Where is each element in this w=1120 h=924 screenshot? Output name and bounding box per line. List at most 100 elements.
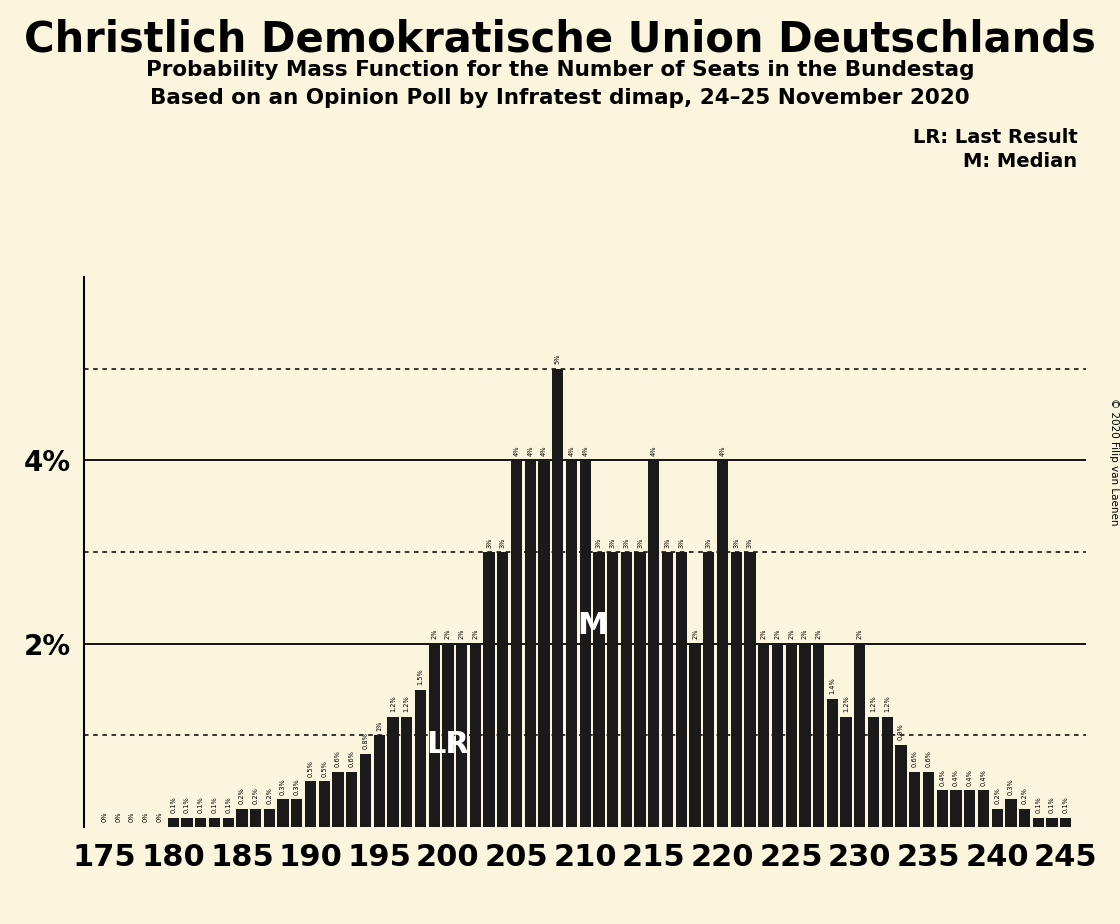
Bar [785, 644, 796, 827]
Text: 0.2%: 0.2% [239, 787, 245, 804]
Bar [978, 790, 989, 827]
Bar [566, 460, 577, 827]
Text: 0.5%: 0.5% [308, 760, 314, 776]
Text: 0.2%: 0.2% [1021, 787, 1028, 804]
Text: LR: Last Result: LR: Last Result [913, 128, 1077, 147]
Text: 2%: 2% [857, 628, 862, 639]
Bar [469, 644, 480, 827]
Text: 2%: 2% [458, 628, 465, 639]
Bar [827, 699, 838, 827]
Bar [456, 644, 467, 827]
Bar [1061, 818, 1072, 827]
Bar [388, 717, 399, 827]
Text: 4%: 4% [719, 445, 726, 456]
Text: 0.1%: 0.1% [198, 796, 204, 813]
Bar [936, 790, 948, 827]
Bar [648, 460, 660, 827]
Text: 0.3%: 0.3% [293, 778, 300, 795]
Text: 4%: 4% [582, 445, 588, 456]
Text: 1.5%: 1.5% [418, 668, 423, 685]
Bar [909, 772, 921, 827]
Text: 2%: 2% [788, 628, 794, 639]
Bar [635, 553, 646, 827]
Bar [195, 818, 206, 827]
Bar [881, 717, 893, 827]
Text: 3%: 3% [624, 537, 629, 548]
Text: © 2020 Filip van Laenen: © 2020 Filip van Laenen [1110, 398, 1119, 526]
Text: 3%: 3% [500, 537, 506, 548]
Bar [305, 781, 316, 827]
Text: 4%: 4% [514, 445, 520, 456]
Bar [208, 818, 220, 827]
Text: 0.4%: 0.4% [967, 769, 972, 785]
Text: 3%: 3% [637, 537, 643, 548]
Bar [223, 818, 234, 827]
Text: 4%: 4% [528, 445, 533, 456]
Bar [840, 717, 851, 827]
Text: 0%: 0% [129, 812, 136, 822]
Bar [414, 689, 426, 827]
Text: 1%: 1% [376, 721, 382, 731]
Text: 0.6%: 0.6% [912, 750, 917, 768]
Text: 0.4%: 0.4% [953, 769, 959, 785]
Text: 0.3%: 0.3% [280, 778, 286, 795]
Text: Probability Mass Function for the Number of Seats in the Bundestag: Probability Mass Function for the Number… [146, 60, 974, 80]
Text: 4%: 4% [651, 445, 656, 456]
Text: M: M [577, 611, 607, 640]
Bar [868, 717, 879, 827]
Bar [539, 460, 550, 827]
Bar [594, 553, 605, 827]
Bar [813, 644, 824, 827]
Bar [360, 754, 371, 827]
Bar [401, 717, 412, 827]
Bar [250, 808, 261, 827]
Bar [675, 553, 687, 827]
Bar [374, 736, 385, 827]
Text: 0%: 0% [142, 812, 149, 822]
Text: 0.1%: 0.1% [170, 796, 176, 813]
Bar [1033, 818, 1044, 827]
Bar [607, 553, 618, 827]
Text: 0%: 0% [102, 812, 108, 822]
Text: 3%: 3% [706, 537, 712, 548]
Text: 0.2%: 0.2% [995, 787, 1000, 804]
Text: LR: LR [427, 730, 469, 759]
Text: 0.1%: 0.1% [184, 796, 190, 813]
Text: 2%: 2% [692, 628, 698, 639]
Bar [263, 808, 276, 827]
Text: 2%: 2% [473, 628, 478, 639]
Bar [717, 460, 728, 827]
Text: 0.1%: 0.1% [1063, 796, 1068, 813]
Bar [333, 772, 344, 827]
Text: 0.9%: 0.9% [898, 723, 904, 740]
Text: 1.2%: 1.2% [390, 696, 396, 712]
Text: 0%: 0% [157, 812, 162, 822]
Bar [181, 818, 193, 827]
Text: 0.1%: 0.1% [1049, 796, 1055, 813]
Bar [620, 553, 632, 827]
Text: 0.6%: 0.6% [348, 750, 355, 768]
Text: 2%: 2% [760, 628, 767, 639]
Text: 2%: 2% [774, 628, 781, 639]
Bar [497, 553, 508, 827]
Bar [964, 790, 976, 827]
Text: 0.6%: 0.6% [925, 750, 932, 768]
Bar [895, 745, 907, 827]
Bar [484, 553, 495, 827]
Bar [1046, 818, 1057, 827]
Text: 1.2%: 1.2% [870, 696, 877, 712]
Bar [291, 799, 302, 827]
Bar [168, 818, 179, 827]
Bar [662, 553, 673, 827]
Text: Based on an Opinion Poll by Infratest dimap, 24–25 November 2020: Based on an Opinion Poll by Infratest di… [150, 88, 970, 108]
Bar [524, 460, 535, 827]
Text: 3%: 3% [486, 537, 492, 548]
Bar [236, 808, 248, 827]
Text: 0.4%: 0.4% [980, 769, 987, 785]
Text: 3%: 3% [679, 537, 684, 548]
Bar [730, 553, 741, 827]
Text: 0%: 0% [115, 812, 121, 822]
Bar [923, 772, 934, 827]
Text: 3%: 3% [747, 537, 753, 548]
Bar [855, 644, 866, 827]
